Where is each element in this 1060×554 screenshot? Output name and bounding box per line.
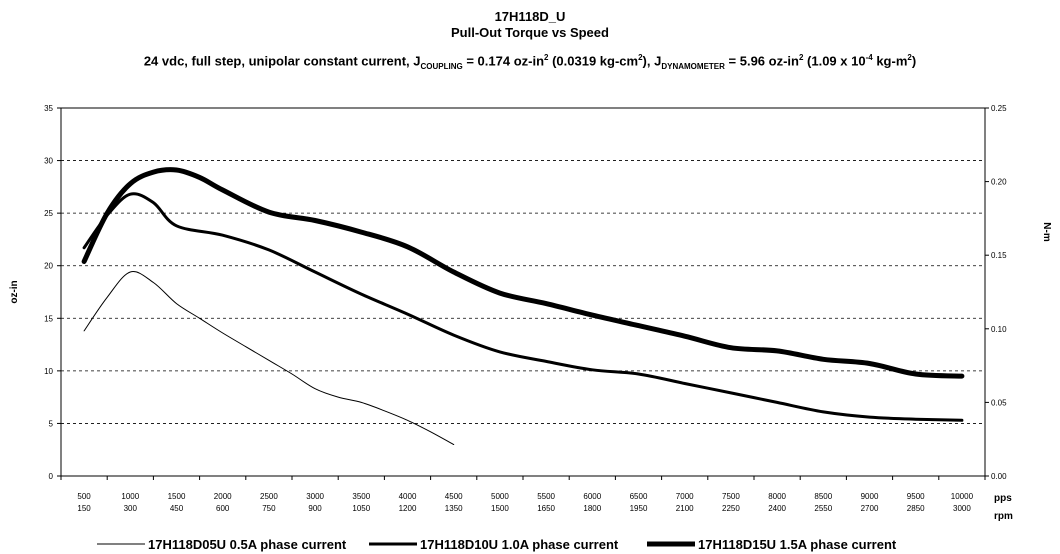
test-conditions: 24 vdc, full step, unipolar constant cur…: [143, 53, 917, 71]
x-unit-label-rpm: rpm: [994, 511, 1013, 522]
x-tick-label-rpm: 1200: [399, 504, 417, 513]
chart-subtitle: Pull-Out Torque vs Speed: [451, 25, 609, 40]
x-tick-label-rpm: 450: [170, 504, 184, 513]
legend-label-2: 17H118D10U 1.0A phase current: [420, 537, 619, 552]
y2-tick-label: 0.15: [991, 251, 1007, 260]
y2-tick-label: 0.20: [991, 178, 1007, 187]
x-tick-label-pps: 7500: [722, 492, 740, 501]
x-tick-label-rpm: 1350: [445, 504, 463, 513]
series-line-2: [82, 192, 964, 422]
x-tick-label-pps: 8000: [768, 492, 786, 501]
y2-tick-label: 0.10: [991, 325, 1007, 334]
x-tick-label-rpm: 600: [216, 504, 230, 513]
x-tick-label-pps: 1000: [121, 492, 139, 501]
x-tick-label-pps: 7000: [676, 492, 694, 501]
x-tick-label-pps: 3500: [352, 492, 370, 501]
series-line-1: [83, 271, 455, 445]
y-tick-label: 0: [49, 472, 54, 481]
x-tick-label-rpm: 3000: [953, 504, 971, 513]
y-tick-label: 5: [49, 419, 54, 428]
x-tick-label-pps: 9500: [907, 492, 925, 501]
x-tick-label-pps: 6000: [583, 492, 601, 501]
x-tick-label-rpm: 150: [77, 504, 91, 513]
y2-axis-label: N-m: [1041, 222, 1052, 242]
x-tick-label-rpm: 2700: [861, 504, 879, 513]
x-tick-label-pps: 3000: [306, 492, 324, 501]
y2-tick-label: 0.05: [991, 398, 1007, 407]
x-tick-label-pps: 6500: [630, 492, 648, 501]
y-tick-label: 25: [44, 209, 53, 218]
x-tick-label-pps: 2000: [214, 492, 232, 501]
x-tick-label-rpm: 2400: [768, 504, 786, 513]
x-tick-label-rpm: 1950: [630, 504, 648, 513]
x-tick-label-rpm: 1050: [352, 504, 370, 513]
x-tick-label-rpm: 900: [308, 504, 322, 513]
x-tick-label-pps: 2500: [260, 492, 278, 501]
x-tick-label-rpm: 2250: [722, 504, 740, 513]
y-tick-label: 35: [44, 104, 53, 113]
x-tick-label-rpm: 2550: [814, 504, 832, 513]
x-tick-label-pps: 5000: [491, 492, 509, 501]
chart-title: 17H118D_U: [494, 9, 566, 24]
legend: 17H118D05U 0.5A phase current 17H118D10U …: [97, 537, 897, 552]
y-tick-label: 20: [44, 262, 53, 271]
y2-tick-label: 0.25: [991, 104, 1007, 113]
legend-label-1: 17H118D05U 0.5A phase current: [148, 537, 347, 552]
x-tick-label-pps: 8500: [814, 492, 832, 501]
plot-area: [60, 107, 986, 477]
y-tick-label: 10: [44, 367, 53, 376]
x-tick-label-pps: 1500: [168, 492, 186, 501]
y-tick-label: 30: [44, 157, 53, 166]
y-tick-label: 15: [44, 314, 53, 323]
x-unit-label-pps: pps: [994, 493, 1012, 504]
y-axis-label: oz-in: [9, 280, 20, 303]
x-tick-label-pps: 5500: [537, 492, 555, 501]
x-tick-label-rpm: 1800: [583, 504, 601, 513]
x-tick-label-rpm: 2850: [907, 504, 925, 513]
x-tick-label-rpm: 2100: [676, 504, 694, 513]
x-tick-label-pps: 9000: [861, 492, 879, 501]
x-tick-label-rpm: 300: [124, 504, 138, 513]
x-tick-label-rpm: 750: [262, 504, 276, 513]
x-tick-label-rpm: 1500: [491, 504, 509, 513]
x-tick-label-pps: 500: [77, 492, 91, 501]
legend-label-3: 17H118D15U 1.5A phase current: [698, 537, 897, 552]
y2-tick-label: 0.00: [991, 472, 1007, 481]
x-tick-label-pps: 10000: [951, 492, 974, 501]
x-tick-label-rpm: 1650: [537, 504, 555, 513]
x-tick-label-pps: 4000: [399, 492, 417, 501]
series-line-3: [81, 167, 965, 379]
x-tick-label-pps: 4500: [445, 492, 463, 501]
